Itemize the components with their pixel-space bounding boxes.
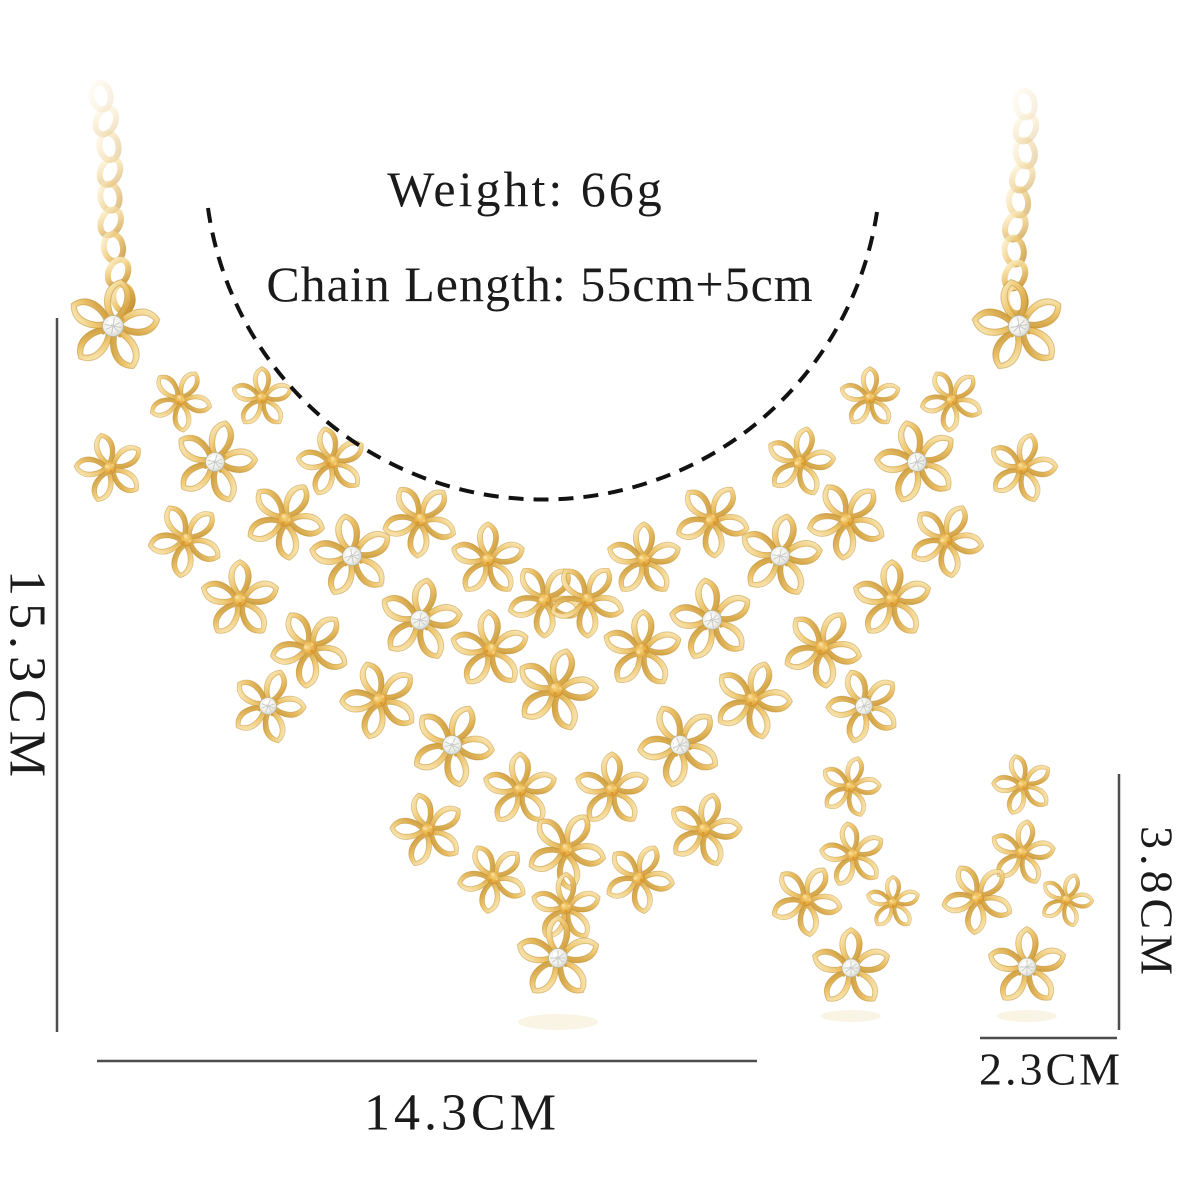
necklace-flower-cluster — [57, 271, 1075, 1000]
earring-height-label: 3.8CM — [1131, 825, 1183, 981]
necklace-flower — [814, 656, 914, 754]
earring-flower — [985, 927, 1069, 1007]
necklace-flower — [850, 560, 934, 640]
earring-flower — [811, 748, 890, 825]
necklace-flower — [604, 522, 683, 597]
necklace-flower — [766, 592, 879, 703]
necklace-flower — [750, 412, 849, 512]
necklace-flower — [622, 688, 738, 802]
necklace-flower — [218, 656, 318, 754]
necklace-flower — [448, 522, 527, 597]
earring-flower — [809, 928, 893, 1008]
earring-flower — [982, 814, 1062, 892]
necklace-flower — [369, 570, 471, 668]
earring-flower — [926, 847, 1029, 948]
necklace-flower — [198, 560, 282, 640]
weight-label: Weight: 66g — [387, 161, 665, 217]
earrings-pair — [755, 746, 1103, 1007]
necklace-flower — [480, 752, 559, 827]
necklace-flower — [963, 271, 1076, 380]
chain-length-arc — [206, 207, 879, 502]
necklace-flower — [837, 367, 902, 429]
necklace-flower — [656, 783, 752, 876]
reflection — [821, 1010, 881, 1022]
chain-length-label: Chain Length: 55cm+5cm — [266, 256, 814, 312]
necklace-width-label: 14.3CM — [364, 1084, 560, 1142]
necklace-chains — [88, 79, 1040, 317]
earring-width-label: 2.3CM — [978, 1043, 1124, 1095]
necklace-flower — [502, 637, 609, 741]
necklace-flower — [65, 424, 155, 512]
reflection-shadows — [518, 1010, 1057, 1030]
necklace-flower — [661, 570, 763, 668]
necklace-flower — [380, 783, 476, 876]
necklace-flower — [57, 271, 170, 380]
necklace-flower — [229, 367, 294, 429]
reflection — [518, 1014, 598, 1030]
earring-flower — [864, 875, 922, 930]
necklace-flower — [394, 688, 510, 802]
reflection — [997, 1010, 1057, 1022]
necklace-height-label: 15.3CM — [0, 570, 56, 784]
earring-flower — [983, 746, 1062, 823]
necklace-flower — [977, 424, 1067, 512]
necklace-flower — [253, 592, 366, 703]
